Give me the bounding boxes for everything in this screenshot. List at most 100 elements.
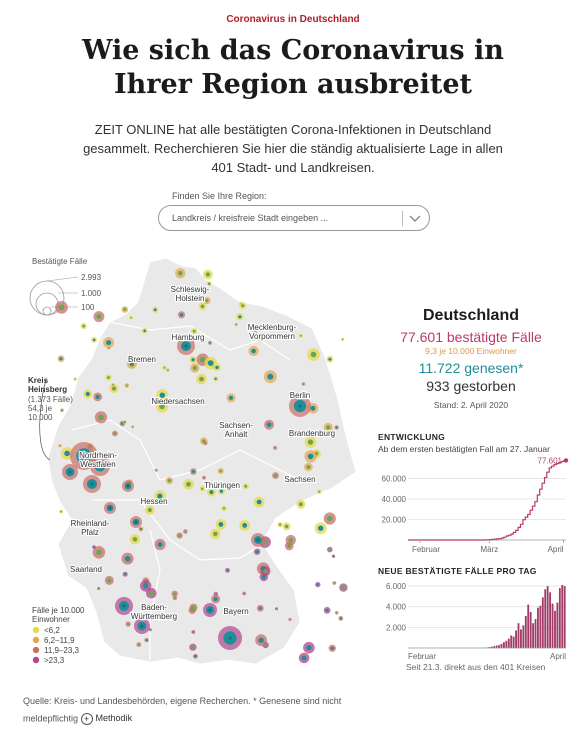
- recovered-dot: [278, 523, 282, 526]
- daily-cases-chart[interactable]: 2.000 4.000 6.000 Februar April: [376, 578, 576, 666]
- daily-bar: [517, 623, 520, 648]
- footer: Quelle: Kreis- und Landesbehörden, eigen…: [23, 693, 343, 728]
- recovered-dot: [173, 597, 176, 599]
- daily-bar: [563, 586, 566, 648]
- region-label: Baden-: [141, 603, 167, 612]
- y-tick-label: 2.000: [386, 623, 407, 632]
- recovered-dot: [301, 655, 307, 661]
- x-tick-label: Februar: [412, 545, 440, 554]
- x-tick-label: Februar: [408, 652, 436, 661]
- recovered-dot: [85, 391, 90, 397]
- recovered-dot: [64, 450, 70, 457]
- recovered-dot: [93, 546, 95, 548]
- recovered-dot: [98, 587, 100, 590]
- recovered-dot: [95, 394, 100, 399]
- recovered-dot: [139, 527, 143, 531]
- recovered-dot: [302, 383, 305, 385]
- daily-bar: [490, 646, 493, 648]
- recovered-dot: [253, 330, 256, 333]
- footer-source: Quelle: Kreis- und Landesbehörden, eigen…: [23, 696, 342, 724]
- legend-label: >23,3: [44, 656, 65, 665]
- recovered-dot: [332, 555, 335, 557]
- recovered-dot: [178, 271, 183, 276]
- daily-bar: [524, 616, 527, 648]
- recovered-dot: [310, 351, 317, 358]
- recovered-dot: [289, 618, 291, 621]
- recovered-dot: [222, 507, 226, 510]
- recovered-dot: [219, 469, 222, 473]
- summary-country: Deutschland: [422, 307, 519, 324]
- recovered-dot: [199, 376, 204, 382]
- recovered-dot: [341, 338, 344, 340]
- recovered-dot: [261, 575, 266, 579]
- recovered-dot: [145, 639, 148, 642]
- recovered-dot: [123, 421, 126, 424]
- recovered-dot: [310, 405, 316, 411]
- legend-label: 11,9–23,3: [44, 646, 80, 655]
- recovered-dot: [207, 360, 214, 366]
- region-label: Vorpommern: [249, 332, 295, 341]
- development-chart[interactable]: 20.000 40.000 60.000 77.601 Februar März April: [376, 454, 576, 554]
- heinsberg-callout: [39, 379, 51, 461]
- recovered-dot: [167, 369, 169, 371]
- recovered-dot: [59, 445, 61, 447]
- y-tick-label: 20.000: [382, 515, 407, 524]
- recovered-dot: [124, 555, 131, 562]
- recovered-dot: [214, 593, 217, 595]
- end-label: 77.601: [538, 456, 563, 465]
- recovered-dot: [61, 409, 63, 412]
- callout-text: 54,3 je: [28, 404, 53, 413]
- daily-bar: [532, 623, 534, 648]
- daily-bar: [534, 619, 537, 648]
- recovered-dot: [258, 637, 264, 643]
- plus-icon: +: [80, 712, 93, 725]
- death-dot: [108, 506, 112, 510]
- method-link[interactable]: + Methodik: [80, 710, 132, 727]
- recovered-dot: [263, 568, 268, 574]
- region-label: Nordrhein-: [79, 451, 117, 460]
- recovered-dot: [213, 531, 218, 537]
- callout-title: Kreis: [28, 376, 49, 385]
- recovered-dot: [107, 578, 112, 583]
- legend-swatch: [32, 656, 40, 664]
- recovered-dot: [179, 313, 184, 317]
- death-dot: [98, 464, 102, 468]
- chevron-down-icon[interactable]: [407, 209, 423, 227]
- recovered-dot: [318, 525, 324, 531]
- daily-bar: [551, 603, 554, 648]
- region-search[interactable]: [158, 205, 430, 231]
- daily-bar: [561, 585, 564, 648]
- region-search-input[interactable]: [172, 210, 392, 226]
- daily-bar: [505, 640, 508, 648]
- death-dot: [140, 624, 144, 628]
- recovered-dot: [258, 338, 261, 340]
- recovered-dot: [235, 323, 237, 326]
- recovered-dot: [330, 646, 334, 650]
- callout-text: 10.000: [28, 413, 53, 422]
- germany-map[interactable]: Bestätigte Fälle 2.993 1.000 100 Kreis H…: [0, 240, 370, 688]
- recovered-dot: [244, 484, 248, 488]
- recovered-dot: [205, 272, 211, 277]
- daily-bar: [510, 635, 513, 648]
- x-tick-label: April: [550, 652, 566, 661]
- legend-swatch: [32, 646, 40, 654]
- recovered-dot: [153, 308, 157, 312]
- daily-bar: [541, 597, 544, 648]
- daily-bar: [498, 645, 500, 648]
- recovered-dot: [215, 365, 219, 370]
- recovered-dot: [132, 537, 138, 542]
- death-dot: [122, 604, 126, 608]
- region-label: Sachsen: [284, 475, 315, 484]
- region-label: Bayern: [223, 607, 248, 616]
- recovered-dot: [132, 426, 134, 428]
- y-tick-label: 4.000: [386, 603, 407, 612]
- region-label: Berlin: [290, 391, 310, 400]
- region-label: Niedersachsen: [151, 397, 204, 406]
- daily-bar: [544, 589, 547, 648]
- region-label: Brandenburg: [289, 429, 335, 438]
- recovered-dot: [307, 453, 314, 460]
- region-label: Westfalen: [80, 460, 115, 469]
- recovered-dot: [143, 329, 146, 333]
- district-bubbles[interactable]: [55, 268, 348, 664]
- recovered-dot: [147, 507, 152, 513]
